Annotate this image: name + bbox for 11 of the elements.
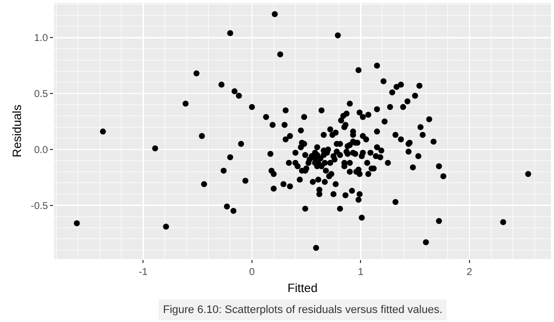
x-tick-label: 2 bbox=[466, 267, 473, 278]
y-tick-label: 0.0 bbox=[34, 144, 48, 156]
x-axis-title: Fitted bbox=[287, 280, 318, 295]
x-tick-label: 1 bbox=[358, 267, 364, 278]
x-tick-label: 0 bbox=[249, 267, 256, 278]
x-tick-label: -1 bbox=[138, 267, 148, 278]
y-tick-label: -0.5 bbox=[30, 200, 48, 212]
caption: Figure 6.10: Scatterplots of residuals versus fitted values. bbox=[163, 304, 442, 316]
y-tick-label: 1.0 bbox=[34, 33, 48, 44]
y-tick-label: 0.5 bbox=[34, 89, 48, 100]
y-axis-title: Residuals bbox=[10, 104, 24, 158]
